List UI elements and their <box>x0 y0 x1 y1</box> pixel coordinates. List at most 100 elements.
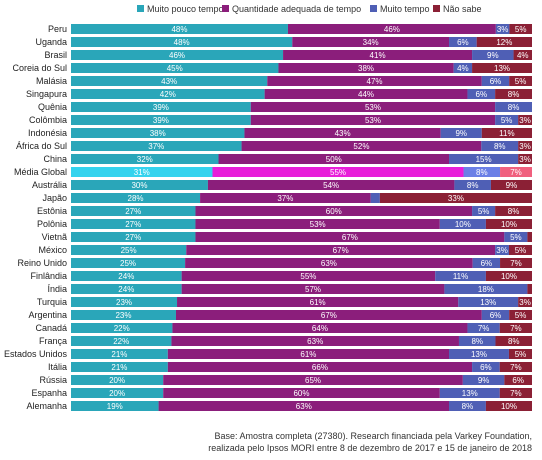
bar-segment-quantidade-adequada-de-tempo <box>163 375 463 385</box>
legend-label: Quantidade adequada de tempo <box>232 4 361 14</box>
bar-segment-nao-sabe <box>495 336 532 346</box>
bar-segment-quantidade-adequada-de-tempo <box>292 37 450 47</box>
bar-segment-muito-tempo <box>472 206 496 216</box>
bar-segment-muito-tempo <box>472 362 500 372</box>
data-label: 15% <box>476 155 492 164</box>
bar-row-alemanha: Alemanha 19% 63% 8% 10% <box>26 401 532 411</box>
category-label: Vietnã <box>42 232 67 242</box>
bar-segment-nao-sabe <box>499 323 532 333</box>
bars: Peru 48% 46% 3% 5%Uganda 48% 34% 6% 12%Brasil 46%… <box>4 24 542 411</box>
data-label: 63% <box>296 402 312 411</box>
data-label: 46% <box>384 25 400 34</box>
data-label: 50% <box>326 155 342 164</box>
bar-segment-muito-tempo <box>440 128 482 138</box>
bar-segment-muito-pouco-tempo <box>71 232 196 242</box>
bar-segment-muito-tempo <box>467 323 500 333</box>
data-label: 13% <box>494 64 510 73</box>
data-label: 28% <box>128 194 144 203</box>
bar-segment-muito-pouco-tempo <box>71 284 182 294</box>
data-label: 5% <box>501 116 513 125</box>
data-label: 25% <box>121 246 137 255</box>
bar-segment-muito-pouco-tempo <box>71 297 178 307</box>
bar-segment-nao-sabe <box>481 128 532 138</box>
data-label: 6% <box>476 90 488 99</box>
data-label: 8% <box>494 142 506 151</box>
category-label: Indonésia <box>28 128 67 138</box>
bar-segment-muito-tempo <box>449 37 477 47</box>
category-label: Finlândia <box>30 271 67 281</box>
bar-segment-quantidade-adequada-de-tempo <box>172 323 468 333</box>
data-label: 6% <box>512 376 524 385</box>
data-label: 13% <box>471 350 487 359</box>
data-label: 38% <box>358 64 374 73</box>
data-label: 27% <box>125 233 141 242</box>
bar-segment-nao-sabe <box>508 349 532 359</box>
data-label: 6% <box>490 77 502 86</box>
data-label: 55% <box>330 168 346 177</box>
data-label: 3% <box>519 298 531 307</box>
data-label: 48% <box>174 38 190 47</box>
category-label: Coreia do Sul <box>12 63 67 73</box>
category-label: Polônia <box>37 219 67 229</box>
bar-segment-quantidade-adequada-de-tempo <box>212 167 464 177</box>
data-label: 46% <box>169 51 185 60</box>
bar-segment-muito-tempo <box>370 193 380 203</box>
bar-row-estonia: Estônia 27% 60% 5% 8% <box>37 206 532 216</box>
data-label: 53% <box>365 103 381 112</box>
footnote-line-2: realizada pelo Ipsos MORI entre 8 de dez… <box>208 443 532 453</box>
data-label: 4% <box>457 64 469 73</box>
bar-segment-quantidade-adequada-de-tempo <box>207 180 455 190</box>
bar-segment-muito-pouco-tempo <box>71 63 279 73</box>
bar-segment-muito-pouco-tempo <box>71 128 245 138</box>
data-label: 39% <box>153 103 169 112</box>
bar-segment-muito-tempo <box>458 336 496 346</box>
bar-segment-quantidade-adequada-de-tempo <box>181 284 445 294</box>
bar-segment-nao-sabe <box>527 284 532 294</box>
bar-segment-quantidade-adequada-de-tempo <box>250 102 496 112</box>
data-label: 64% <box>312 324 328 333</box>
category-label: Itália <box>48 362 67 372</box>
category-label: Colômbia <box>29 115 67 125</box>
data-label: 8% <box>508 103 520 112</box>
category-label: Estônia <box>37 206 67 216</box>
bar-segment-quantidade-adequada-de-tempo <box>185 258 473 268</box>
legend-label: Não sabe <box>443 4 482 14</box>
data-label: 13% <box>480 298 496 307</box>
bar-row-espanha: Espanha 20% 60% 13% 7% <box>31 388 532 398</box>
bar-segment-quantidade-adequada-de-tempo <box>163 388 440 398</box>
data-label: 5% <box>515 311 527 320</box>
data-label: 27% <box>125 220 141 229</box>
data-label: 24% <box>118 285 134 294</box>
category-label: Índia <box>47 284 67 294</box>
category-label: Estados Unidos <box>4 349 68 359</box>
legend-item-quantidade-adequada-de-tempo: Quantidade adequada de tempo <box>222 4 361 14</box>
data-label: 3% <box>519 155 531 164</box>
data-label: 9% <box>487 51 499 60</box>
data-label: 8% <box>476 168 488 177</box>
bar-segment-muito-tempo <box>439 388 500 398</box>
bar-segment-quantidade-adequada-de-tempo <box>200 193 371 203</box>
data-label: 53% <box>310 220 326 229</box>
data-label: 20% <box>109 376 125 385</box>
data-label: 23% <box>116 298 132 307</box>
bar-segment-quantidade-adequada-de-tempo <box>218 154 450 164</box>
data-label: 67% <box>342 233 358 242</box>
data-label: 6% <box>490 311 502 320</box>
bar-segment-muito-tempo <box>472 258 501 268</box>
bar-segment-muito-tempo <box>504 232 528 242</box>
bar-segment-nao-sabe <box>518 154 532 164</box>
data-label: 21% <box>111 350 127 359</box>
data-label: 31% <box>134 168 150 177</box>
data-label: 65% <box>305 376 321 385</box>
data-label: 30% <box>131 181 147 190</box>
bar-segment-nao-sabe <box>513 50 532 60</box>
data-label: 10% <box>501 402 517 411</box>
category-label: Japão <box>42 193 67 203</box>
bar-segment-nao-sabe <box>490 180 532 190</box>
data-label: 47% <box>367 77 383 86</box>
bar-segment-quantidade-adequada-de-tempo <box>283 50 473 60</box>
bar-segment-muito-tempo <box>449 154 519 164</box>
data-label: 8% <box>508 207 520 216</box>
